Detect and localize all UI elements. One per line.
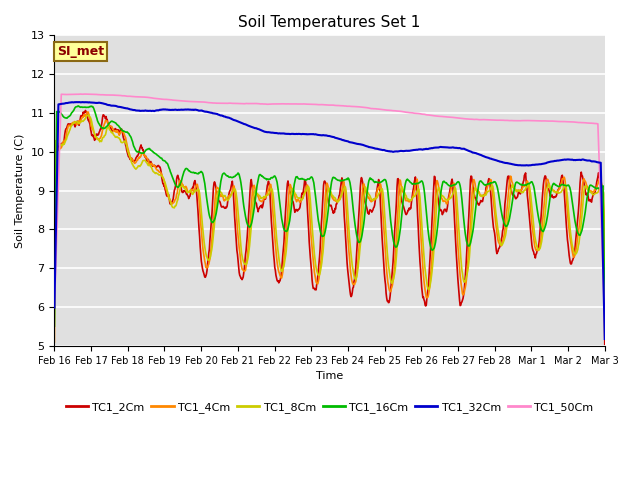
X-axis label: Time: Time bbox=[316, 371, 343, 381]
Legend: TC1_2Cm, TC1_4Cm, TC1_8Cm, TC1_16Cm, TC1_32Cm, TC1_50Cm: TC1_2Cm, TC1_4Cm, TC1_8Cm, TC1_16Cm, TC1… bbox=[61, 398, 598, 418]
Title: Soil Temperatures Set 1: Soil Temperatures Set 1 bbox=[238, 15, 420, 30]
Text: SI_met: SI_met bbox=[57, 45, 104, 58]
Y-axis label: Soil Temperature (C): Soil Temperature (C) bbox=[15, 133, 25, 248]
